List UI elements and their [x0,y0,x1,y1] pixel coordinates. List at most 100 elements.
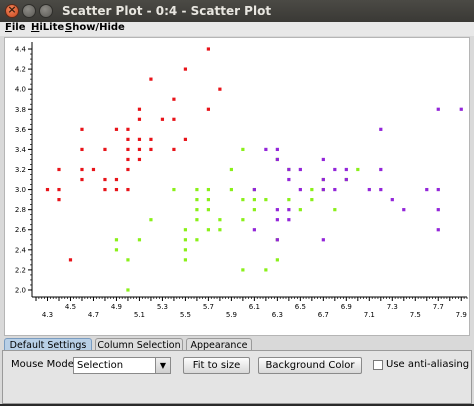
y-tick-label: 2.6 [15,226,27,234]
menu-file[interactable]: File [5,22,26,33]
scatter-plot-panel[interactable]: 2.0 2.2 2.4 2.6 2.8 3.0 3.2 3.4 3.6 3.8 4.0 4.2 4.4 4… [4,37,470,336]
minimize-window-button[interactable] [22,4,36,18]
data-point [241,147,245,152]
data-point [241,268,245,272]
data-point [379,187,383,192]
data-point [264,147,268,152]
y-tick-label: 2.0 [15,286,26,294]
y-tick-label: 3.2 [15,166,26,174]
menu-hilite[interactable]: HiLite [31,22,65,33]
data-point [298,187,302,192]
data-point [114,248,119,252]
menu-show-hide[interactable]: Show/Hide [65,22,125,33]
mouse-mode-label: Mouse Mode [11,359,74,370]
anti-aliasing-checkbox[interactable] [373,360,383,370]
data-point [252,208,256,212]
data-point [252,228,256,232]
data-point [275,147,279,152]
data-point [114,177,119,182]
chevron-down-icon[interactable]: ▼ [155,358,170,373]
data-point [333,187,337,192]
data-point [333,167,337,172]
close-window-button[interactable]: × [5,3,19,18]
data-point [321,238,325,242]
data-point [367,187,371,192]
data-point [137,157,142,162]
data-point [126,187,130,192]
data-point [68,258,73,262]
scatter-plot[interactable]: 2.0 2.2 2.4 2.6 2.8 3.0 3.2 3.4 3.6 3.8 4.0 4.2 4.4 4… [5,38,469,335]
x-tick-label: 5.5 [180,311,191,319]
x-tick-label: 6.5 [295,303,306,311]
data-point [126,167,130,172]
title-bar: × Scatter Plot - 0:4 - Scatter Plot [0,0,474,22]
x-tick-label: 7.7 [433,303,444,311]
data-point [126,258,130,262]
background-color-button[interactable]: Background Color [258,357,362,374]
tab-appearance[interactable]: Appearance [186,338,252,351]
data-point [425,187,429,192]
tab-column-selection[interactable]: Column Selection [95,338,183,351]
y-tick-label: 2.4 [15,246,27,254]
data-point [436,187,440,192]
data-point [195,238,199,242]
y-tick-label: 3.0 [15,186,26,194]
data-point [195,208,199,212]
data-point [206,208,210,212]
tab-default-settings[interactable]: Default Settings [4,338,92,351]
data-point [103,147,107,152]
default-settings-panel: Mouse Mode Selection ▼ Fit to size Backg… [2,350,472,404]
data-point [241,218,245,222]
data-point [149,77,153,81]
x-tick-label: 7.1 [364,311,375,319]
data-point [275,208,279,212]
data-point [126,137,130,141]
data-point [137,137,142,141]
data-point [252,187,256,192]
mouse-mode-select[interactable]: Selection ▼ [73,357,171,374]
data-point [57,198,61,202]
data-point [321,177,325,182]
x-tick-label: 6.9 [341,303,352,311]
data-point [137,238,142,242]
data-point [183,258,188,262]
data-point [298,167,302,172]
data-point [160,117,165,121]
data-point [114,127,119,131]
y-tick-label: 4.0 [15,86,26,94]
data-point [183,248,188,252]
window-bottom-edge [0,404,474,406]
data-point [275,157,279,162]
data-point [183,238,188,242]
x-tick-label: 5.3 [157,303,168,311]
y-tick-label: 2.8 [15,206,26,214]
data-point [275,258,279,262]
data-point [356,167,360,172]
x-tick-label: 4.3 [42,311,53,319]
data-point [172,147,176,152]
menu-bar: File HiLite Show/Hide [0,22,474,36]
data-point [206,47,210,51]
data-point [436,228,440,232]
data-point [57,167,61,172]
x-tick-label: 5.1 [134,311,145,319]
maximize-window-button[interactable] [39,4,53,18]
data-point [80,147,84,152]
data-point [103,177,107,182]
data-point [126,288,130,292]
data-point [344,177,348,182]
x-tick-label: 7.9 [456,311,467,319]
y-tick-label: 3.8 [15,106,26,114]
fit-to-size-button[interactable]: Fit to size [183,357,250,374]
y-tick-label: 4.4 [15,46,27,54]
data-point [149,218,153,222]
x-tick-label: 6.1 [249,303,260,311]
data-point [287,167,291,172]
data-point [149,147,153,152]
data-point [80,127,84,131]
mouse-mode-value: Selection [77,360,124,371]
data-point [218,218,222,222]
data-point [126,127,130,131]
settings-tabs: Default Settings Column Selection Appear… [2,338,472,351]
data-point [287,198,291,202]
